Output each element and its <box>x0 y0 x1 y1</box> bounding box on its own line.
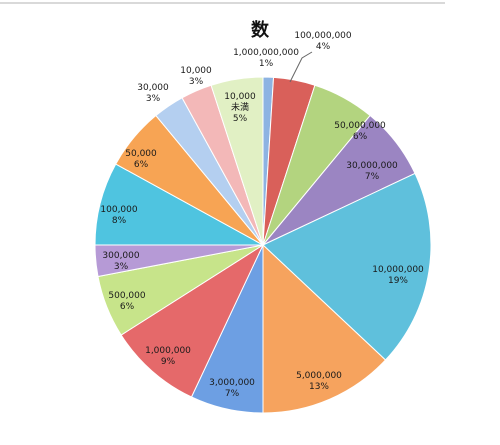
slice-label-10: 300,000 3% <box>102 251 139 272</box>
pie-slice-15 <box>210 76 264 246</box>
pie-slice-8 <box>120 243 265 398</box>
slice-label-4: 30,000,000 7% <box>346 161 398 182</box>
slice-label-8: 1,000,000 9% <box>145 346 191 367</box>
top-divider <box>0 2 445 4</box>
slice-label-3: 50,000,000 6% <box>334 121 386 142</box>
slice-label-6: 5,000,000 13% <box>296 371 342 392</box>
slice-label-5: 10,000,000 19% <box>372 265 424 286</box>
pie-slice-5 <box>262 172 432 361</box>
chart-title: 数 <box>251 20 269 41</box>
slice-label-2: 100,000,000 4% <box>294 31 352 52</box>
slice-label-12: 50,000 6% <box>125 149 157 170</box>
slice-label-13: 30,000 3% <box>137 83 169 104</box>
slice-label-15: 10,000 未満 5% <box>224 92 256 124</box>
slice-label-1: 1,000,000,000 1% <box>233 48 299 69</box>
pie-labels: 1,000,000,000 1%100,000,000 4% 50,000,000 6%… <box>100 31 424 399</box>
pie-slice-6 <box>262 243 387 414</box>
leader-line <box>289 51 313 83</box>
slice-label-14: 10,000 3% <box>180 66 212 87</box>
slice-label-9: 500,000 6% <box>108 291 145 312</box>
slice-label-7: 3,000,000 7% <box>209 378 255 399</box>
pie-slices <box>94 76 432 414</box>
slice-label-11: 100,000 8% <box>100 205 137 226</box>
